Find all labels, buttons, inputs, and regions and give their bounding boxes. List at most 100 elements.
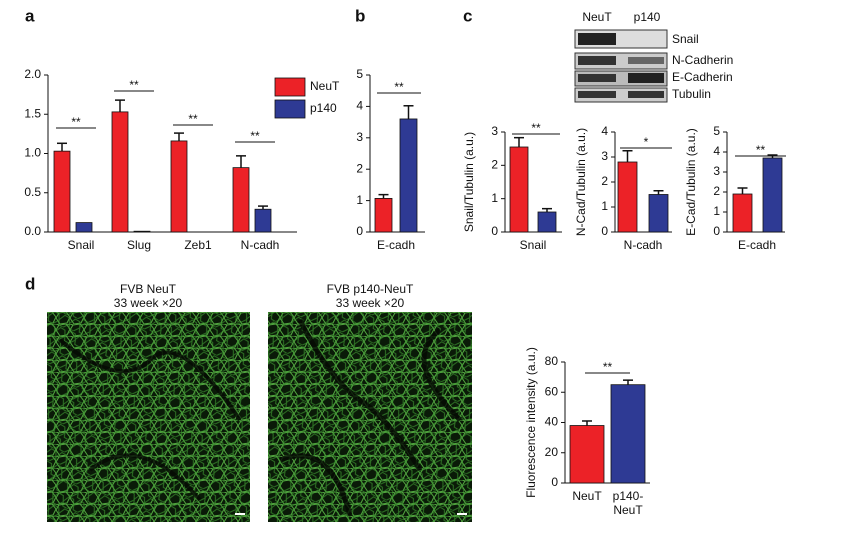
panel-label: c xyxy=(463,6,472,25)
y-tick-label: 1 xyxy=(356,193,363,207)
error-bar xyxy=(623,379,633,385)
significance-label: ** xyxy=(603,360,613,374)
y-tick-label: 0 xyxy=(551,475,558,489)
x-tick-label: Snail xyxy=(68,238,95,252)
significance-label: ** xyxy=(188,112,198,126)
bar xyxy=(133,230,151,233)
significance-label: ** xyxy=(394,80,404,94)
legend-label: p140 xyxy=(310,101,337,115)
image-title: FVB p140-NeuT xyxy=(327,282,414,296)
blot-row: Tubulin xyxy=(672,87,711,101)
error-bar xyxy=(403,105,414,119)
error-bar xyxy=(737,187,748,194)
x-tick-label: Zeb1 xyxy=(184,238,212,252)
bar xyxy=(232,167,250,233)
y-tick-label: 3 xyxy=(491,124,498,138)
x-tick-label: N-cadh xyxy=(624,238,663,252)
y-tick-label: 5 xyxy=(713,124,720,138)
bar xyxy=(75,222,93,233)
y-tick-label: 2 xyxy=(713,184,720,198)
y-tick-label: 0.5 xyxy=(24,185,41,199)
bar xyxy=(374,198,393,233)
panel-label: b xyxy=(355,6,365,25)
legend-swatch xyxy=(274,77,306,97)
y-axis-label: Fluorescence intensity (a.u.) xyxy=(524,347,538,498)
significance-label: ** xyxy=(250,129,260,143)
error-bar xyxy=(622,150,633,162)
y-tick-label: 2 xyxy=(356,161,363,175)
panel-label: a xyxy=(25,6,35,25)
y-axis-label: N-Cad/Tubulin (a.u.) xyxy=(574,128,588,236)
blot-lane: p140 xyxy=(634,10,661,24)
error-bar xyxy=(653,190,664,195)
error-bar xyxy=(514,136,524,147)
significance-label: ** xyxy=(756,143,766,157)
y-tick-label: 2.0 xyxy=(24,67,41,81)
blot-lane: NeuT xyxy=(582,10,612,24)
x-tick-label: N-cadh xyxy=(241,238,280,252)
x-tick-label: E-cadh xyxy=(377,238,415,252)
bar xyxy=(569,425,605,484)
bar xyxy=(170,140,188,233)
bar xyxy=(762,157,783,233)
bar xyxy=(399,118,418,233)
bar xyxy=(610,384,646,484)
error-bar xyxy=(258,205,268,210)
bar xyxy=(509,146,529,233)
significance-label: * xyxy=(644,135,649,149)
y-tick-label: 20 xyxy=(545,445,559,459)
error-bar xyxy=(582,420,592,426)
y-tick-label: 3 xyxy=(601,149,608,163)
legend-swatch xyxy=(274,99,306,119)
legend-label: NeuT xyxy=(310,79,340,93)
blot-row: E-Cadherin xyxy=(672,70,733,84)
bar xyxy=(254,208,272,233)
bar xyxy=(648,194,669,233)
image-subtitle: 33 week ×20 xyxy=(336,296,405,310)
error-bar xyxy=(174,132,184,141)
y-tick-label: 1.5 xyxy=(24,106,41,120)
significance-label: ** xyxy=(129,78,139,92)
image-subtitle: 33 week ×20 xyxy=(114,296,183,310)
y-tick-label: 1.0 xyxy=(24,146,41,160)
y-axis-label: E-Cad/Tubulin (a.u.) xyxy=(684,128,698,236)
y-tick-label: 80 xyxy=(545,354,559,368)
y-tick-label: 0 xyxy=(491,224,498,238)
x-tick-label: Slug xyxy=(127,238,151,252)
panel-label: d xyxy=(25,274,35,293)
y-tick-label: 3 xyxy=(713,164,720,178)
y-tick-label: 4 xyxy=(713,144,720,158)
micrograph-left xyxy=(47,312,250,522)
y-tick-label: 1 xyxy=(713,204,720,218)
western-blot xyxy=(574,29,668,103)
x-tick-label: E-cadh xyxy=(738,238,776,252)
x-tick-label: p140-NeuT xyxy=(613,489,644,517)
y-tick-label: 2 xyxy=(601,174,608,188)
bar xyxy=(732,193,753,233)
significance-label: ** xyxy=(71,115,81,129)
image-title: FVB NeuT xyxy=(120,282,177,296)
error-bar xyxy=(115,99,125,112)
y-tick-label: 3 xyxy=(356,130,363,144)
y-tick-label: 40 xyxy=(545,415,559,429)
error-bar xyxy=(378,193,389,199)
y-tick-label: 60 xyxy=(545,384,559,398)
blot-row: Snail xyxy=(672,32,699,46)
y-tick-label: 0 xyxy=(713,224,720,238)
y-tick-label: 0 xyxy=(601,224,608,238)
y-tick-label: 0.0 xyxy=(24,224,41,238)
y-tick-label: 0 xyxy=(356,224,363,238)
x-tick-label: NeuT xyxy=(572,489,602,503)
y-tick-label: 5 xyxy=(356,67,363,81)
bar xyxy=(111,111,129,233)
y-tick-label: 4 xyxy=(356,99,363,113)
significance-label: ** xyxy=(531,121,541,135)
error-bar xyxy=(57,142,67,152)
x-tick-label: Snail xyxy=(520,238,547,252)
y-tick-label: 4 xyxy=(601,124,608,138)
error-bar xyxy=(542,207,552,212)
bar xyxy=(53,150,71,233)
micrograph-right xyxy=(268,312,472,522)
bar xyxy=(617,161,638,233)
